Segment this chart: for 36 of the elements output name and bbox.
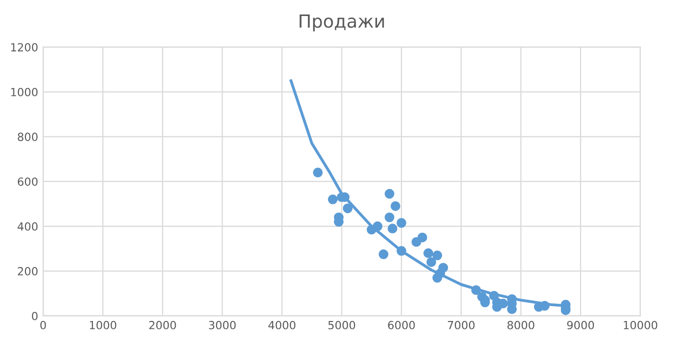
point: [328, 194, 338, 204]
point: [396, 246, 406, 256]
y-tick-label: 800: [18, 132, 38, 142]
point: [384, 188, 394, 199]
x-tick-label: 10000: [624, 320, 658, 330]
y-tick-label: 600: [18, 177, 38, 186]
x-tick-label: 1000: [90, 320, 116, 330]
x-tick-label: 6000: [388, 320, 415, 330]
point: [423, 248, 434, 258]
x-tick-label: 9000: [567, 320, 594, 330]
x-tick-label: 5000: [328, 320, 356, 330]
point: [426, 257, 436, 267]
x-tick-label: 3000: [208, 320, 236, 330]
chart-title: Продажи: [300, 14, 384, 32]
point: [471, 285, 481, 295]
point: [396, 218, 406, 228]
y-tick-label: 200: [18, 267, 38, 276]
x-tick-label: 4000: [268, 320, 296, 330]
y-tick-label: 1000: [11, 88, 38, 96]
point: [432, 250, 442, 260]
point: [438, 262, 448, 273]
y-tick-label: 400: [18, 222, 38, 231]
point: [388, 224, 398, 234]
point: [372, 221, 382, 232]
point: [390, 201, 400, 211]
point: [378, 249, 388, 260]
x-tick-label: 0: [40, 320, 46, 330]
x-tick-label: 8000: [507, 320, 534, 330]
point: [417, 232, 428, 242]
point: [312, 168, 323, 178]
x-tick-label: 7000: [448, 320, 475, 330]
y-tick-label: 0: [32, 312, 38, 320]
x-tick-label: 2000: [149, 320, 176, 330]
point: [384, 212, 394, 222]
point: [342, 203, 353, 214]
y-tick-label: 1200: [11, 43, 38, 52]
